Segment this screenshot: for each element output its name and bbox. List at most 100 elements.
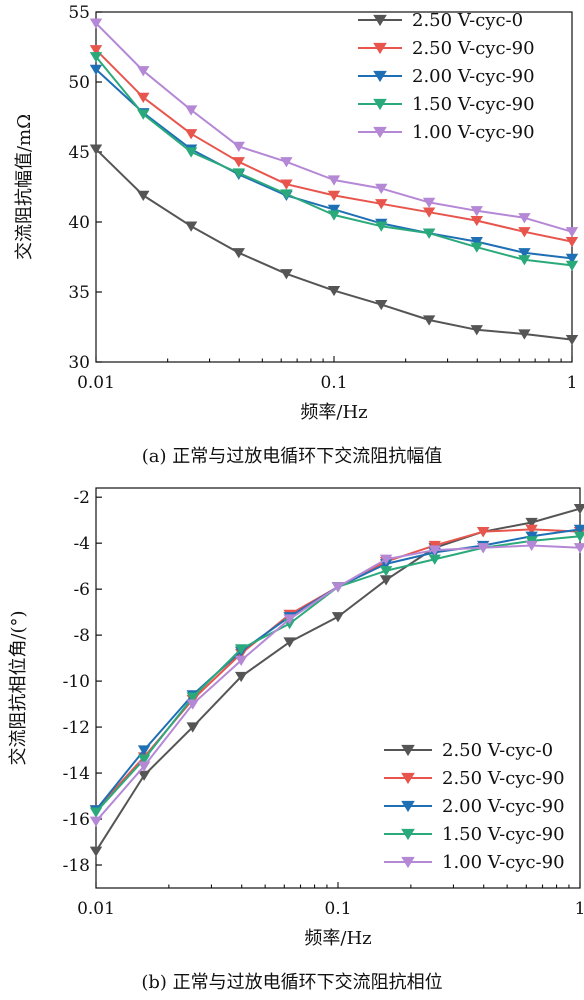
y-tick-label: -14: [63, 764, 90, 784]
data-point: [331, 582, 345, 593]
series-line: [95, 56, 573, 267]
x-tick-label: 1: [567, 373, 578, 393]
figure-caption: (a) 正常与过放电循环下交流阻抗幅值: [142, 446, 443, 467]
y-tick-label: 45: [68, 143, 90, 163]
data-point: [280, 157, 293, 168]
legend-marker: [373, 42, 387, 55]
data-point: [518, 255, 531, 266]
data-point: [232, 157, 245, 168]
data-point: [573, 531, 584, 542]
legend-label: 2.50 V-cyc-90: [412, 38, 535, 59]
data-point: [184, 221, 198, 232]
legend-marker: [373, 70, 387, 83]
data-point: [137, 109, 150, 120]
series-1: [89, 144, 579, 346]
legend-marker: [401, 856, 415, 869]
data-point: [283, 614, 296, 625]
data-point: [565, 227, 579, 238]
data-point: [280, 269, 293, 280]
y-tick-label: -2: [73, 488, 90, 508]
data-point: [280, 189, 293, 200]
data-point: [428, 554, 441, 565]
y-tick-label: -16: [63, 810, 90, 830]
data-point: [470, 215, 483, 227]
data-point: [89, 18, 103, 29]
data-point: [137, 190, 150, 201]
data-point: [525, 524, 538, 535]
data-point: [470, 206, 483, 217]
data-point: [470, 325, 483, 336]
data-point: [379, 575, 393, 586]
data-point: [232, 168, 245, 179]
data-point: [232, 141, 245, 152]
data-point: [422, 228, 436, 239]
data-point: [137, 761, 151, 772]
y-tick-label: 30: [68, 353, 90, 373]
data-point: [573, 543, 584, 554]
y-tick-label: -18: [63, 856, 90, 876]
data-point: [327, 204, 341, 215]
legend-label: 1.50 V-cyc-90: [442, 824, 565, 845]
data-point: [518, 329, 531, 340]
data-point: [379, 566, 393, 577]
data-point: [327, 175, 341, 186]
legend: 2.50 V-cyc-0 2.50 V-cyc-90 2.00 V-cyc-90 1.…: [384, 740, 565, 873]
y-tick-label: -12: [63, 718, 90, 738]
legend: 2.50 V-cyc-0 2.50 V-cyc-90 2.00 V-cyc-90 1.…: [358, 10, 535, 143]
data-point: [375, 199, 388, 210]
data-point: [525, 517, 538, 529]
legend-label: 2.50 V-cyc-0: [442, 740, 553, 761]
plot-frame: [95, 11, 573, 363]
data-point: [89, 144, 103, 155]
data-point: [525, 540, 538, 552]
legend-label: 1.00 V-cyc-90: [442, 852, 565, 873]
data-point: [422, 207, 436, 218]
y-tick-label: -4: [73, 534, 90, 554]
data-point: [565, 236, 579, 248]
data-point: [470, 236, 483, 248]
legend-marker: [373, 14, 387, 27]
data-point: [89, 64, 103, 75]
series-2: [89, 45, 579, 248]
legend-marker: [401, 800, 415, 813]
data-point: [375, 183, 388, 194]
data-point: [186, 692, 199, 703]
data-point: [283, 637, 296, 648]
data-point: [280, 179, 293, 190]
data-point: [470, 242, 483, 253]
y-tick-label: 50: [68, 73, 90, 93]
panel-b: -18 -16 -14 -12 -10 -8 -6 -4 -2 0.01 0.1 1 频率/Hz 交流阻抗…: [8, 487, 584, 993]
data-point: [379, 554, 393, 565]
legend-label: 2.50 V-cyc-90: [442, 768, 565, 789]
legend-label: 1.50 V-cyc-90: [412, 94, 535, 115]
data-point: [565, 334, 579, 346]
y-tick-label: -10: [63, 672, 90, 692]
y-tick-label: 40: [68, 213, 90, 233]
data-point: [137, 92, 150, 103]
legend-marker: [401, 744, 415, 757]
series-5: [89, 18, 579, 238]
data-point: [331, 612, 345, 623]
data-point: [186, 699, 199, 710]
data-point: [422, 197, 436, 208]
x-tick-label: 1: [575, 899, 584, 919]
data-point: [137, 754, 151, 765]
data-point: [327, 190, 341, 201]
x-tick-label: 0.1: [324, 899, 351, 919]
y-tick-label: -8: [73, 626, 90, 646]
figure-caption: (b) 正常与过放电循环下交流阻抗相位: [141, 972, 442, 993]
data-point: [375, 221, 388, 232]
data-point: [518, 248, 531, 259]
data-point: [89, 807, 103, 818]
data-point: [184, 105, 198, 116]
data-point: [89, 816, 103, 827]
y-tick-label: 55: [68, 3, 90, 23]
data-point: [234, 644, 248, 655]
data-point: [476, 527, 490, 538]
data-point: [476, 543, 490, 554]
legend-marker: [401, 828, 415, 841]
series-4: [89, 52, 579, 271]
data-point: [234, 671, 248, 683]
x-tick-label: 0.01: [77, 373, 115, 393]
